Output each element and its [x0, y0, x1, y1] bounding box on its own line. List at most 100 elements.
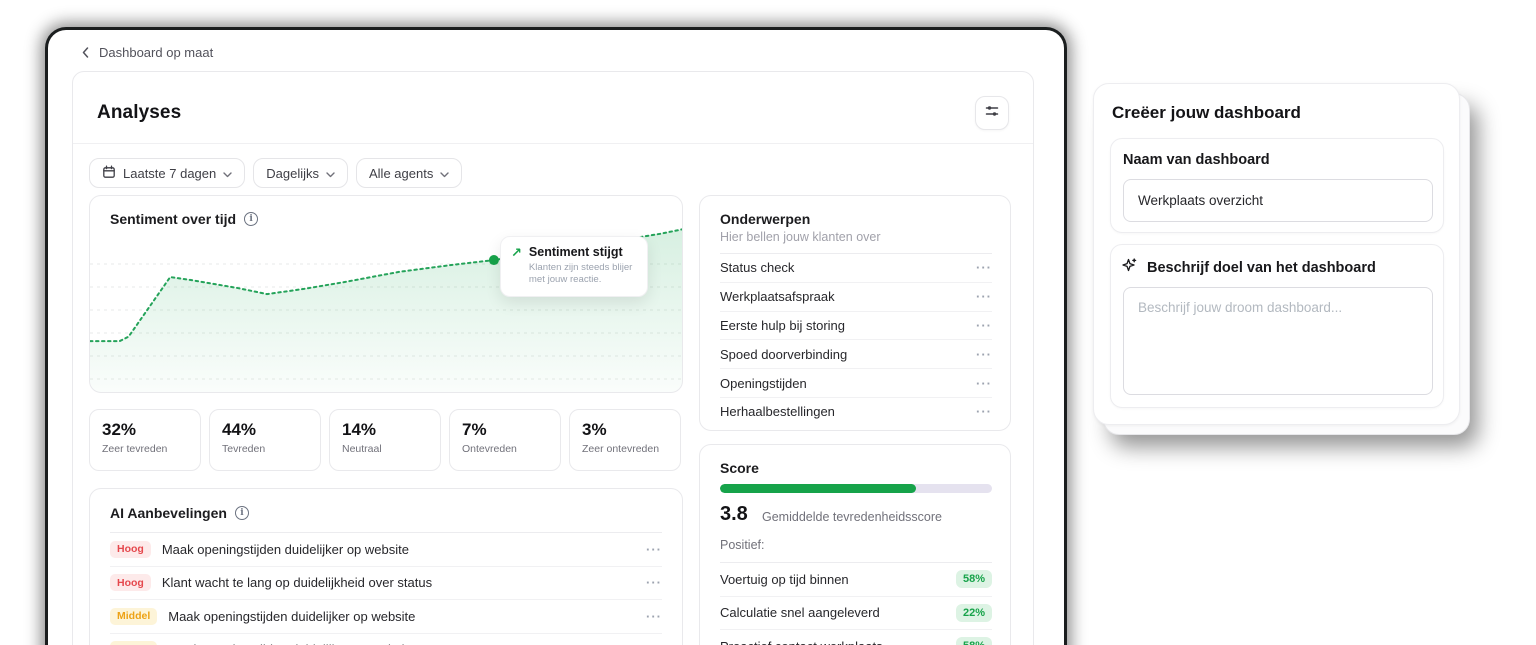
stat-card-ontevreden: 7% Ontevreden — [449, 409, 561, 471]
more-options-button[interactable]: ··· — [646, 642, 662, 645]
info-icon[interactable]: i — [234, 506, 249, 520]
percentage-badge: 58% — [955, 637, 992, 645]
filter-interval[interactable]: Dagelijks — [253, 158, 348, 188]
stat-card-zeer-ontevreden: 3% Zeer ontevreden — [569, 409, 681, 471]
topics-subtitle: Hier bellen jouw klanten over — [720, 230, 881, 244]
chevron-down-icon — [223, 166, 232, 181]
score-label: Gemiddelde tevredenheidsscore — [762, 510, 942, 524]
dashboard-settings-button[interactable] — [975, 96, 1009, 130]
more-options-button[interactable]: ··· — [976, 260, 992, 276]
score-item-text: Calculatie snel aangeleverd — [720, 605, 880, 621]
priority-badge: Middel — [110, 607, 158, 625]
goal-label: Beschrijf doel van het dashboard — [1147, 260, 1376, 276]
analyses-card: Analyses — [72, 71, 1034, 645]
chevron-left-icon — [82, 47, 89, 58]
sliders-icon — [984, 103, 1000, 124]
stat-card-neutraal: 14% Neutraal — [329, 409, 441, 471]
stat-card-tevreden: 44% Tevreden — [209, 409, 321, 471]
calendar-icon — [102, 165, 116, 182]
score-progress-fill — [720, 484, 916, 493]
header-divider — [73, 143, 1033, 144]
filter-date-range[interactable]: Laatste 7 dagen — [89, 158, 246, 188]
topic-row: Eerste hulp bij storing ··· — [720, 310, 992, 340]
more-options-button[interactable]: ··· — [646, 575, 662, 591]
recommendation-text: Maak openingstijden duidelijker op websi… — [168, 608, 416, 624]
more-options-button[interactable]: ··· — [976, 404, 992, 420]
filter-agents[interactable]: Alle agents — [356, 158, 463, 188]
sentiment-chart-card: Sentiment over tijd i ↗ Sentiment stijgt — [89, 195, 683, 393]
breadcrumb-label: Dashboard op maat — [99, 45, 214, 60]
topic-label: Werkplaatsafspraak — [720, 289, 835, 305]
sentiment-stats-row: 32% Zeer tevreden 44% Tevreden 14% Neutr… — [89, 409, 683, 471]
ai-recommendations-card: AI Aanbevelingen i Hoog Maak openingstij… — [89, 488, 683, 645]
more-options-button[interactable]: ··· — [976, 375, 992, 391]
score-row: Voertuig op tijd binnen 58% — [720, 562, 992, 596]
topic-label: Status check — [720, 260, 795, 276]
topic-row: Herhaalbestellingen ··· — [720, 396, 992, 426]
page-title: Analyses — [97, 102, 182, 123]
recommendation-text: Maak openingstijden duidelijker op websi… — [161, 541, 409, 557]
score-item-text: Proactief contact werkplaats — [720, 639, 883, 645]
stat-value: 3% — [582, 420, 607, 439]
more-options-button[interactable]: ··· — [646, 608, 662, 624]
score-value: 3.8 — [720, 503, 748, 525]
trend-up-icon: ↗ — [511, 245, 522, 260]
topics-card: Onderwerpen Hier bellen jouw klanten ove… — [699, 195, 1011, 431]
create-panel-title: Creëer jouw dashboard — [1112, 103, 1301, 122]
tooltip-body: Klanten zijn steeds blijer met jouw reac… — [528, 262, 633, 286]
breadcrumb-back[interactable]: Dashboard op maat — [82, 45, 213, 60]
topic-label: Openingstijden — [720, 375, 807, 391]
score-card: Score 3.8 Gemiddelde tevredenheidsscore … — [699, 444, 1011, 645]
more-options-button[interactable]: ··· — [976, 289, 992, 305]
info-icon[interactable]: i — [244, 212, 259, 226]
create-dashboard-panel: Creëer jouw dashboard Naam van dashboard… — [1093, 83, 1470, 435]
stat-label: Neutraal — [342, 443, 382, 455]
stat-label: Ontevreden — [462, 443, 517, 455]
chevron-down-icon — [440, 166, 450, 181]
priority-badge: Hoog — [110, 540, 151, 558]
stat-label: Zeer ontevreden — [582, 443, 660, 455]
filter-interval-label: Dagelijks — [266, 165, 319, 181]
topic-label: Herhaalbestellingen — [720, 404, 835, 420]
stat-value: 32% — [102, 420, 137, 439]
filter-date-range-label: Laatste 7 dagen — [123, 165, 217, 181]
more-options-button[interactable]: ··· — [976, 346, 992, 362]
percentage-badge: 58% — [955, 570, 992, 589]
name-label: Naam van dashboard — [1123, 152, 1270, 168]
chart-tooltip: ↗ Sentiment stijgt Klanten zijn steeds b… — [500, 236, 648, 297]
stat-label: Tevreden — [222, 443, 266, 455]
percentage-badge: 22% — [955, 603, 992, 622]
recommendation-text: Klant wacht te lang op duidelijkheid ove… — [161, 575, 433, 591]
analytics-window: Dashboard op maat Analyses — [48, 30, 1064, 645]
dashboard-goal-textarea[interactable] — [1123, 287, 1433, 395]
topic-row: Werkplaatsafspraak ··· — [720, 281, 992, 311]
score-item-text: Voertuig op tijd binnen — [720, 571, 849, 587]
more-options-button[interactable]: ··· — [976, 317, 992, 333]
priority-badge: Middel — [110, 641, 158, 645]
sparkle-icon — [1121, 257, 1138, 279]
recommendation-row: Middel Maak openingstijden duidelijker o… — [110, 632, 662, 645]
more-options-button[interactable]: ··· — [646, 541, 662, 557]
stat-value: 14% — [342, 420, 377, 439]
chevron-down-icon — [326, 166, 335, 181]
stat-value: 7% — [462, 420, 487, 439]
goal-form-card: Beschrijf doel van het dashboard — [1110, 244, 1444, 408]
score-row: Calculatie snel aangeleverd 22% — [720, 595, 992, 630]
positive-label: Positief: — [720, 538, 765, 552]
tooltip-title: Sentiment stijgt — [528, 245, 623, 259]
topics-title: Onderwerpen — [720, 211, 811, 227]
dashboard-name-input[interactable] — [1123, 179, 1433, 222]
recommendation-row: Middel Maak openingstijden duidelijker o… — [110, 599, 662, 633]
topic-row: Spoed doorverbinding ··· — [720, 339, 992, 368]
stat-card-zeer-tevreden: 32% Zeer tevreden — [89, 409, 201, 471]
topic-row: Openingstijden ··· — [720, 368, 992, 397]
topic-row: Status check ··· — [720, 253, 992, 282]
stat-label: Zeer tevreden — [102, 443, 168, 455]
score-progress-bar — [720, 484, 992, 493]
chart-title: Sentiment over tijd — [110, 211, 237, 227]
recommendation-text: Maak openingstijden duidelijker op websi… — [168, 642, 646, 645]
stat-value: 44% — [222, 420, 257, 439]
topic-label: Eerste hulp bij storing — [720, 317, 846, 333]
score-title: Score — [720, 460, 759, 476]
